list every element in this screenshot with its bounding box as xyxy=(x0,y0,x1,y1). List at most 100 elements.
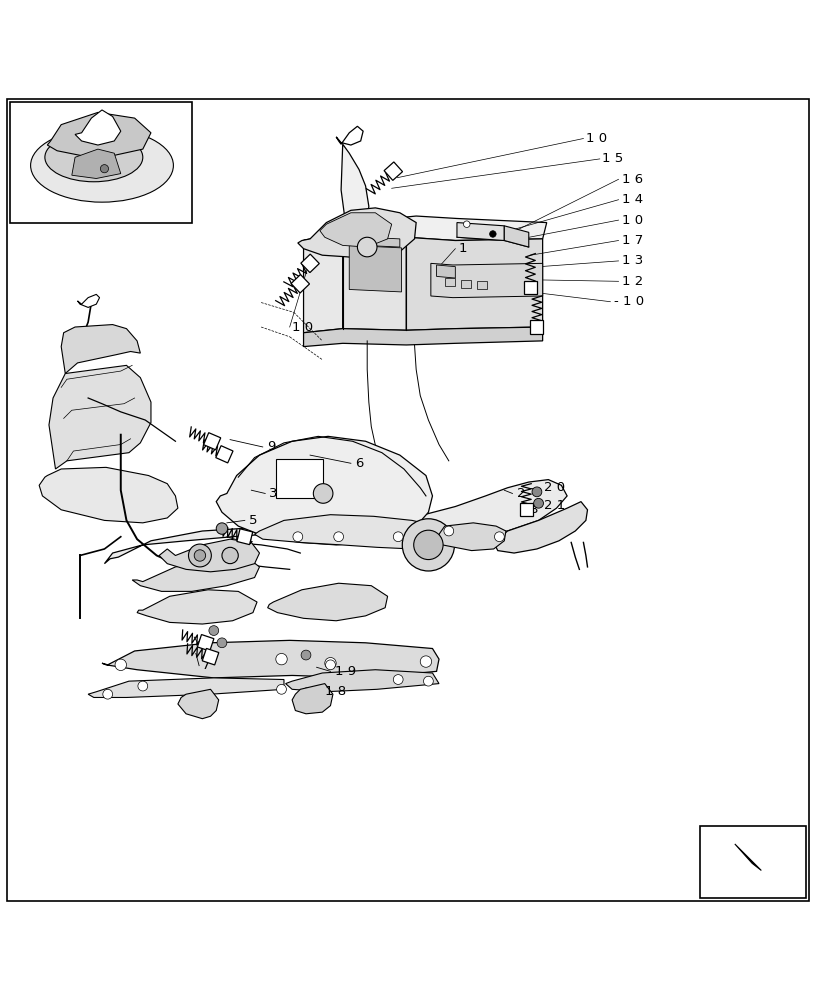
Polygon shape xyxy=(216,436,432,545)
Circle shape xyxy=(301,650,311,660)
Ellipse shape xyxy=(45,133,143,182)
Polygon shape xyxy=(304,327,543,347)
Circle shape xyxy=(325,657,336,669)
Circle shape xyxy=(424,676,433,686)
Polygon shape xyxy=(520,503,533,516)
Polygon shape xyxy=(530,320,543,334)
Polygon shape xyxy=(524,281,537,294)
Circle shape xyxy=(490,231,496,237)
Circle shape xyxy=(222,547,238,564)
Polygon shape xyxy=(88,678,284,697)
Text: 7: 7 xyxy=(202,659,211,672)
Circle shape xyxy=(532,487,542,497)
Polygon shape xyxy=(49,365,151,469)
Polygon shape xyxy=(504,226,529,247)
Polygon shape xyxy=(72,149,121,178)
Polygon shape xyxy=(384,162,402,180)
Text: 3: 3 xyxy=(269,487,277,500)
Circle shape xyxy=(534,498,543,508)
Text: 1 8: 1 8 xyxy=(325,685,346,698)
Polygon shape xyxy=(735,844,761,870)
Text: 1: 1 xyxy=(202,639,211,652)
Circle shape xyxy=(276,653,287,665)
Text: 1: 1 xyxy=(459,242,467,255)
Circle shape xyxy=(393,675,403,684)
Text: 2 0: 2 0 xyxy=(544,481,565,494)
Text: 1 0: 1 0 xyxy=(622,214,643,227)
Circle shape xyxy=(402,519,455,571)
Text: 1 2: 1 2 xyxy=(622,275,643,288)
Circle shape xyxy=(103,689,113,699)
Circle shape xyxy=(393,532,403,542)
Polygon shape xyxy=(292,684,333,714)
Text: 1 3: 1 3 xyxy=(622,254,643,267)
Text: 6: 6 xyxy=(355,457,363,470)
Text: - 1 0: - 1 0 xyxy=(614,295,644,308)
Circle shape xyxy=(100,165,109,173)
Circle shape xyxy=(217,638,227,648)
Circle shape xyxy=(420,656,432,667)
Polygon shape xyxy=(75,110,121,145)
Circle shape xyxy=(115,659,126,671)
Polygon shape xyxy=(320,213,392,247)
Text: 5: 5 xyxy=(249,514,257,527)
Polygon shape xyxy=(237,529,253,545)
Polygon shape xyxy=(61,325,140,374)
Circle shape xyxy=(277,684,286,694)
Polygon shape xyxy=(132,559,259,591)
Circle shape xyxy=(334,532,344,542)
Circle shape xyxy=(414,530,443,560)
Polygon shape xyxy=(341,144,369,247)
Text: 1 5: 1 5 xyxy=(602,152,623,165)
Circle shape xyxy=(357,237,377,257)
Polygon shape xyxy=(439,523,506,551)
Polygon shape xyxy=(159,539,259,572)
Polygon shape xyxy=(304,235,343,333)
Circle shape xyxy=(188,544,211,567)
Circle shape xyxy=(463,221,470,227)
Polygon shape xyxy=(102,640,439,678)
Circle shape xyxy=(494,532,504,542)
Text: 8: 8 xyxy=(529,503,537,516)
Bar xyxy=(276,459,323,498)
Text: 1 7: 1 7 xyxy=(622,234,643,247)
Polygon shape xyxy=(202,648,219,665)
Text: 1 0: 1 0 xyxy=(586,132,607,145)
Text: 1 9: 1 9 xyxy=(335,665,356,678)
Polygon shape xyxy=(343,235,406,330)
Text: 2 1: 2 1 xyxy=(544,499,565,512)
Polygon shape xyxy=(406,237,543,330)
Ellipse shape xyxy=(31,129,173,202)
Bar xyxy=(461,280,471,288)
Text: 4: 4 xyxy=(245,534,253,547)
Circle shape xyxy=(194,550,206,561)
Polygon shape xyxy=(437,265,455,278)
Polygon shape xyxy=(291,275,309,293)
Polygon shape xyxy=(137,590,257,624)
Bar xyxy=(477,281,487,289)
Text: 9: 9 xyxy=(267,440,275,453)
Polygon shape xyxy=(47,112,151,159)
Circle shape xyxy=(138,681,148,691)
Polygon shape xyxy=(457,223,504,241)
Polygon shape xyxy=(255,515,441,549)
Polygon shape xyxy=(197,635,214,651)
Polygon shape xyxy=(39,467,178,523)
Polygon shape xyxy=(494,502,588,553)
Polygon shape xyxy=(301,254,319,273)
Polygon shape xyxy=(286,670,439,692)
Text: 2: 2 xyxy=(517,487,525,500)
Text: 1 0: 1 0 xyxy=(292,321,313,334)
Text: 1 4: 1 4 xyxy=(622,193,643,206)
Circle shape xyxy=(293,532,303,542)
Bar xyxy=(445,278,455,286)
Circle shape xyxy=(313,484,333,503)
Polygon shape xyxy=(347,236,400,247)
Polygon shape xyxy=(178,689,219,719)
Polygon shape xyxy=(268,583,388,621)
Text: 1 6: 1 6 xyxy=(622,173,643,186)
Circle shape xyxy=(326,660,335,670)
Circle shape xyxy=(209,626,219,635)
Polygon shape xyxy=(78,294,100,307)
Polygon shape xyxy=(336,126,363,145)
